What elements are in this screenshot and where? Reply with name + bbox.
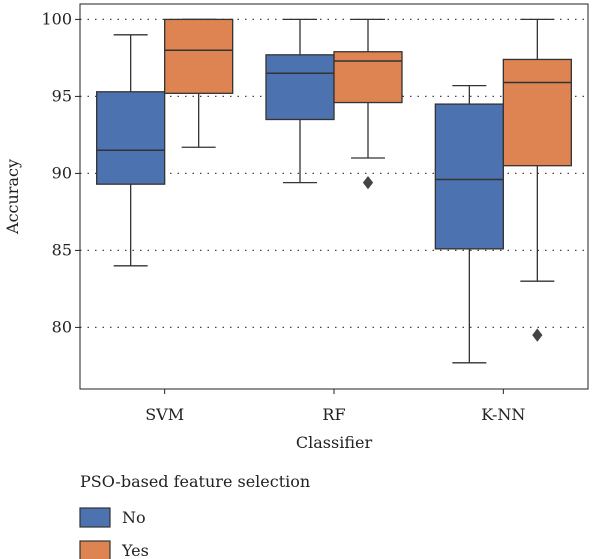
y-tick-label-80: 80 bbox=[52, 317, 72, 336]
iqr-box bbox=[434, 103, 504, 250]
x-tick-label-K-NN: K-NN bbox=[481, 405, 525, 424]
y-tick-label-85: 85 bbox=[52, 240, 72, 259]
legend-swatch-yes bbox=[79, 540, 111, 559]
iqr-box bbox=[164, 18, 234, 94]
y-tick-label-90: 90 bbox=[52, 163, 72, 182]
legend: PSO-based feature selection No Yes bbox=[79, 472, 310, 559]
x-axis: SVM RF K-NN bbox=[145, 389, 525, 424]
iqr-box bbox=[265, 54, 335, 121]
iqr-box bbox=[96, 91, 166, 185]
legend-label-no: No bbox=[122, 508, 146, 527]
legend-swatch-no bbox=[79, 507, 111, 528]
iqr-box bbox=[502, 58, 572, 167]
y-axis-title: Accuracy bbox=[3, 159, 22, 235]
x-axis-title: Classifier bbox=[296, 433, 373, 452]
y-tick-label-100: 100 bbox=[41, 9, 72, 28]
y-axis: 80 85 90 95 100 bbox=[41, 9, 80, 336]
x-tick-label-RF: RF bbox=[322, 405, 345, 424]
legend-title: PSO-based feature selection bbox=[80, 472, 310, 491]
iqr-box bbox=[333, 51, 403, 104]
box-no-k-nn bbox=[434, 84, 504, 364]
legend-items: No Yes bbox=[79, 507, 149, 559]
outlier-point bbox=[532, 328, 543, 342]
y-tick-label-95: 95 bbox=[52, 86, 72, 105]
box-no-rf bbox=[265, 18, 335, 184]
outlier-point bbox=[362, 175, 374, 190]
x-tick-label-SVM: SVM bbox=[145, 405, 184, 424]
box-yes-svm bbox=[164, 18, 234, 148]
legend-label-yes: Yes bbox=[121, 541, 149, 559]
box-no-svm bbox=[96, 34, 166, 267]
box-yes-k-nn bbox=[502, 18, 572, 342]
box-series bbox=[96, 18, 572, 364]
box-yes-rf bbox=[333, 18, 403, 190]
